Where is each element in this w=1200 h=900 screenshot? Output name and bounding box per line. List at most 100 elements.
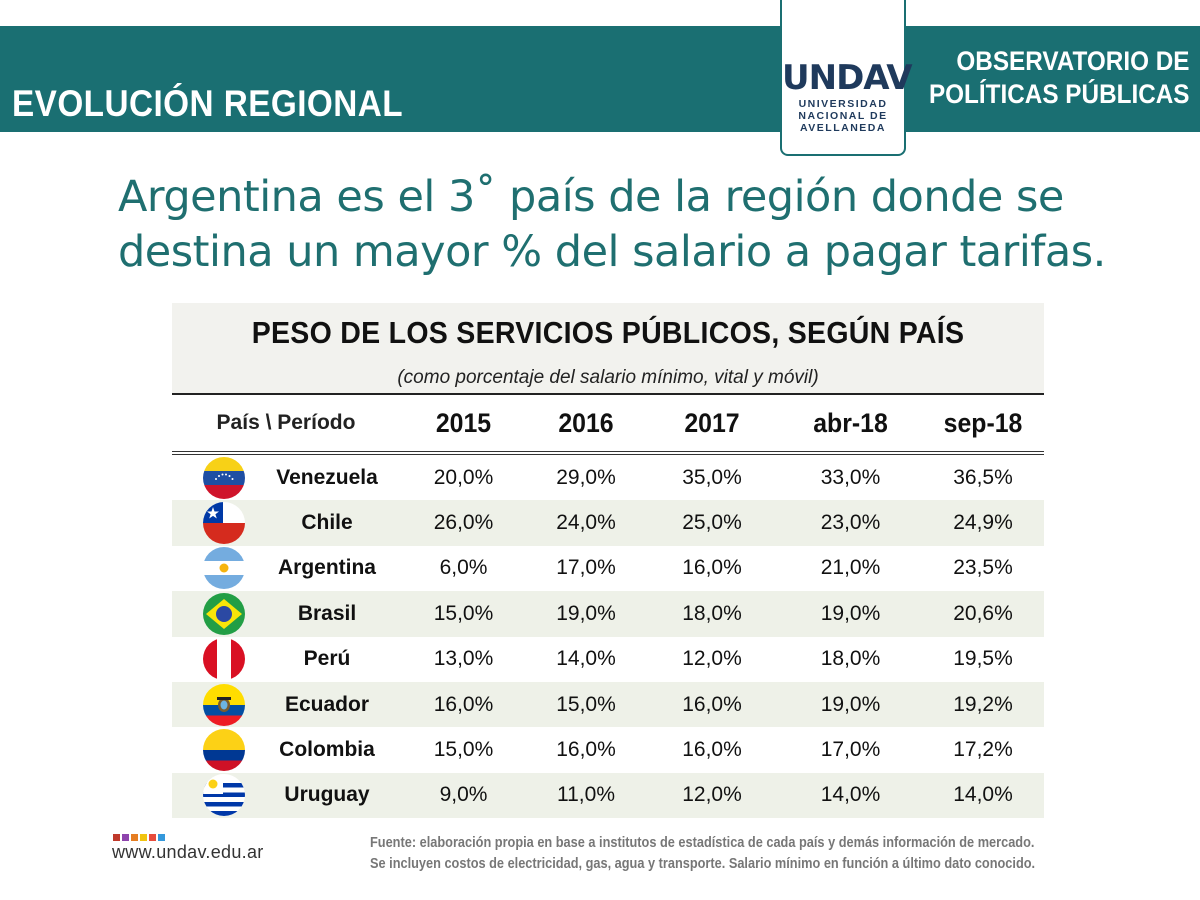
venezuela-flag-icon [203, 456, 245, 499]
value-cell: 18,0% [820, 647, 881, 671]
website-url: www.undav.edu.ar [112, 842, 264, 862]
colombia-flag-icon [203, 729, 245, 772]
brand-dot [122, 834, 129, 841]
brand-dot [149, 834, 156, 841]
value-cell: 19,5% [953, 647, 1013, 671]
table-row: Brasil 15,0% 19,0% 18,0% 19,0% 20,6% [172, 591, 1044, 637]
table-row: Venezuela 20,0% 29,0% 35,0% 33,0% 36,5% [172, 455, 1044, 500]
table-row: Chile 26,0% 24,0% 25,0% 23,0% 24,9% [172, 500, 1044, 546]
table-title: PESO DE LOS SERVICIOS PÚBLICOS, SEGÚN PA… [251, 315, 965, 350]
value-cell: 26,0% [433, 511, 494, 535]
table-row: Perú 13,0% 14,0% 12,0% 18,0% 19,5% [172, 637, 1044, 682]
ecuador-flag-icon [203, 683, 245, 726]
column-header-sep-18: sep-18 [943, 407, 1023, 438]
services-table: PESO DE LOS SERVICIOS PÚBLICOS, SEGÚN PA… [172, 303, 1044, 819]
source-line-1: Fuente: elaboración propia en base a ins… [370, 835, 1035, 851]
country-name: Brasil [297, 601, 357, 625]
value-cell: 14,0% [820, 783, 881, 807]
value-cell: 33,0% [820, 465, 881, 489]
value-cell: 23,5% [953, 556, 1013, 580]
value-cell: 19,0% [820, 601, 881, 625]
column-header-country: País \ Período [216, 411, 356, 434]
value-cell: 16,0% [682, 692, 742, 716]
table-body: Venezuela 20,0% 29,0% 35,0% 33,0% 36,5% Chile 2… [172, 455, 1044, 819]
peru-flag-icon [203, 638, 245, 681]
source-note: Fuente: elaboración propia en base a ins… [370, 833, 1036, 875]
column-header-row: País \ Período 2015 2016 2017 abr-18 sep… [172, 393, 1044, 455]
column-header-abr-18: abr-18 [813, 407, 888, 438]
value-cell: 6,0% [439, 556, 488, 580]
headline-line-1: Argentina es el 3˚ país de la región don… [118, 172, 1064, 222]
logo-line-3: AVELLANEDA [800, 122, 886, 134]
value-cell: 16,0% [556, 738, 616, 762]
source-line-2: Se incluyen costos de electricidad, gas,… [370, 856, 1036, 872]
observatory-line-1: OBSERVATORIO DE [956, 46, 1190, 76]
value-cell: 17,2% [953, 738, 1013, 762]
headline-line-2: destina un mayor % del salario a pagar t… [118, 227, 1106, 277]
value-cell: 9,0% [439, 783, 488, 807]
table-row: Ecuador 16,0% 15,0% 16,0% 19,0% 19,2% [172, 681, 1044, 728]
column-header-2016: 2016 [558, 407, 614, 438]
table-row: Colombia 15,0% 16,0% 16,0% 17,0% 17,2% [172, 727, 1044, 772]
country-name: Chile [301, 511, 353, 535]
table-row: Argentina 6,0% 17,0% 16,0% 21,0% 23,5% [172, 546, 1044, 591]
value-cell: 15,0% [433, 738, 494, 762]
value-cell: 19,2% [953, 692, 1013, 716]
brasil-flag-icon [203, 592, 245, 635]
value-cell: 21,0% [820, 556, 881, 580]
uruguay-flag-icon [203, 774, 245, 817]
value-cell: 12,0% [682, 783, 742, 807]
column-header-2015: 2015 [435, 407, 492, 438]
value-cell: 16,0% [433, 692, 494, 716]
value-cell: 14,0% [556, 647, 616, 671]
country-name: Uruguay [284, 783, 370, 807]
brand-dot [131, 834, 138, 841]
brand-dot [140, 834, 147, 841]
value-cell: 23,0% [820, 511, 881, 535]
logo-mark: UNDAV [782, 58, 913, 98]
value-cell: 24,9% [953, 511, 1013, 535]
value-cell: 14,0% [953, 783, 1013, 807]
logo-line-2: NACIONAL DE [798, 110, 888, 122]
chile-flag-icon [203, 502, 245, 545]
section-title: EVOLUCIÓN REGIONAL [12, 83, 404, 124]
country-name: Venezuela [276, 465, 378, 489]
value-cell: 25,0% [682, 511, 742, 535]
table-subtitle: (como porcentaje del salario mínimo, vit… [397, 367, 819, 388]
logo-line-1: UNIVERSIDAD [798, 98, 888, 110]
brand-dots [113, 828, 167, 846]
value-cell: 16,0% [682, 556, 742, 580]
observatory-title: OBSERVATORIO DE POLÍTICAS PÚBLICAS [929, 45, 1190, 111]
value-cell: 15,0% [433, 601, 494, 625]
table-row: Uruguay 9,0% 11,0% 12,0% 14,0% 14,0% [172, 772, 1044, 819]
observatory-line-2: POLÍTICAS PÚBLICAS [929, 79, 1190, 109]
table-header: PESO DE LOS SERVICIOS PÚBLICOS, SEGÚN PA… [172, 303, 1044, 393]
country-name: Colombia [279, 738, 375, 762]
brand-dot [158, 834, 165, 841]
value-cell: 17,0% [820, 738, 881, 762]
undav-logo: UNDAV UNIVERSIDAD NACIONAL DE AVELLANEDA [780, 0, 913, 156]
country-name: Ecuador [284, 692, 370, 716]
country-name: Argentina [277, 556, 376, 580]
value-cell: 15,0% [556, 692, 616, 716]
value-cell: 16,0% [682, 738, 742, 762]
value-cell: 20,6% [953, 601, 1013, 625]
value-cell: 29,0% [556, 465, 616, 489]
column-header-2017: 2017 [684, 407, 740, 438]
value-cell: 24,0% [556, 511, 616, 535]
header-banner: EVOLUCIÓN REGIONAL [0, 26, 1200, 132]
value-cell: 13,0% [433, 647, 494, 671]
brand-dot [113, 834, 120, 841]
value-cell: 18,0% [682, 601, 742, 625]
value-cell: 11,0% [557, 783, 615, 807]
value-cell: 20,0% [433, 465, 494, 489]
country-name: Perú [303, 647, 351, 671]
value-cell: 19,0% [556, 601, 616, 625]
value-cell: 35,0% [682, 465, 742, 489]
value-cell: 36,5% [953, 465, 1013, 489]
value-cell: 12,0% [682, 647, 742, 671]
headline: Argentina es el 3˚ país de la región don… [118, 170, 1118, 280]
value-cell: 19,0% [820, 692, 881, 716]
value-cell: 17,0% [556, 556, 616, 580]
argentina-flag-icon [203, 547, 245, 590]
